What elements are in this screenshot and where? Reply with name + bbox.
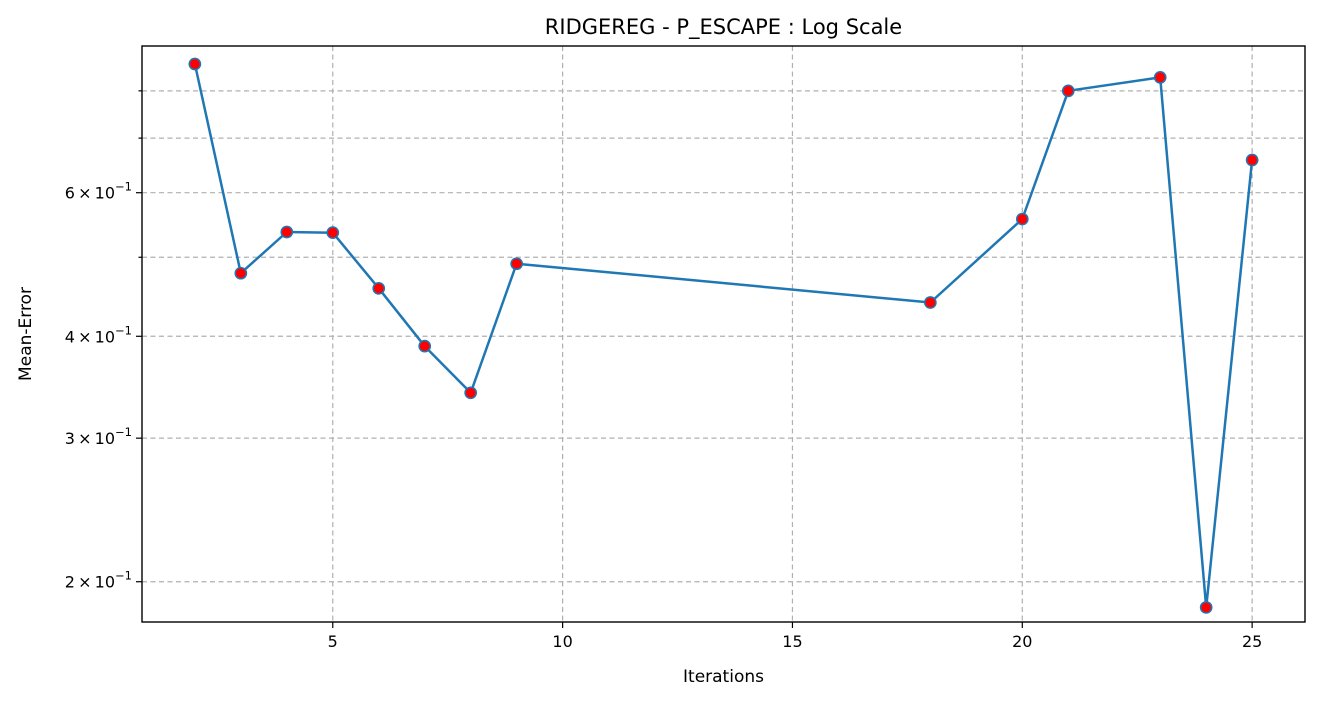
data-point [1061, 84, 1075, 98]
y-tick-label: 2 × 10−1 [65, 569, 132, 592]
y-tick-label: 4 × 10−1 [65, 323, 132, 346]
x-axis-label: Iterations [683, 667, 764, 687]
data-point [1015, 212, 1029, 226]
series-layer [188, 57, 1259, 614]
x-tick-label: 25 [1242, 632, 1262, 651]
chart-title: RIDGEREG - P_ESCAPE : Log Scale [545, 15, 902, 40]
data-point [372, 281, 386, 295]
data-point [464, 386, 478, 400]
data-point [1199, 601, 1213, 614]
data-point [234, 266, 248, 280]
x-tick-label: 10 [552, 632, 572, 651]
data-point [418, 339, 432, 353]
data-point [280, 225, 294, 239]
x-tick-label: 15 [782, 632, 802, 651]
plot-frame [141, 45, 1306, 623]
data-point [188, 57, 202, 71]
data-point [1153, 71, 1167, 84]
data-point [326, 226, 340, 240]
tick-layer: 5 10 15 20 25 2 × 10−1 3 × 10−1 4 × 10−1 6 × 10−… [65, 90, 1262, 651]
data-point [924, 296, 937, 309]
series-line [193, 63, 1254, 609]
y-axis-label: Mean-Error [16, 287, 36, 381]
x-tick-label: 20 [1012, 632, 1032, 651]
y-tick-label: 6 × 10−1 [65, 180, 132, 203]
x-tick-label: 5 [328, 632, 338, 651]
data-point [510, 257, 523, 271]
grid-layer [142, 46, 1305, 622]
y-tick-label: 3 × 10−1 [65, 425, 132, 448]
data-point [1245, 153, 1259, 167]
